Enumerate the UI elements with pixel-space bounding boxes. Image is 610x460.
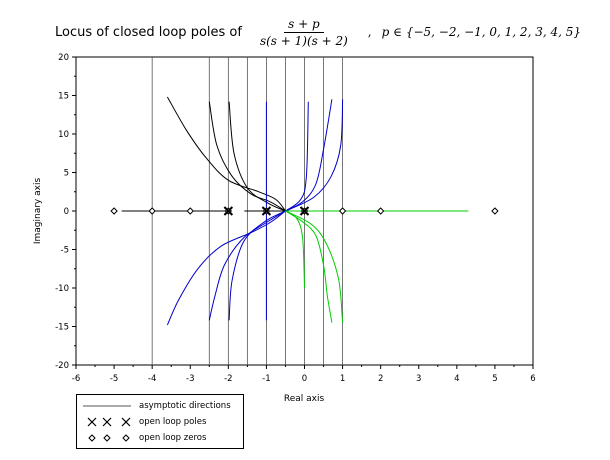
legend-label-asymptotes: asymptotic directions	[139, 401, 231, 411]
locus-branch-green	[285, 210, 333, 323]
x-tick-label: 3	[416, 374, 421, 384]
cross-marker-icon	[87, 417, 131, 427]
open-loop-zero-marker	[491, 207, 499, 215]
open-loop-zero-marker	[148, 207, 156, 215]
y-axis-label: Imaginary axis	[33, 178, 43, 245]
x-axis-ticks: -6 -5 -4 -3 -2 -1 0 1 2 3 4 5 6	[72, 365, 536, 384]
legend-label-zeros: open loop zeros	[139, 433, 207, 443]
poles-layer	[223, 206, 310, 216]
locus-branch-blue	[285, 99, 333, 212]
locus-branch-blue	[228, 210, 286, 321]
y-tick-label: 20	[58, 53, 69, 63]
x-tick-label: 4	[454, 374, 459, 384]
y-tick-label: 15	[58, 92, 69, 102]
x-tick-label: 6	[530, 374, 535, 384]
open-loop-zero-marker	[110, 207, 118, 215]
open-loop-pole-marker	[223, 206, 234, 216]
y-tick-label: 10	[58, 130, 69, 140]
legend-item-asymptotes: asymptotic directions	[77, 399, 231, 413]
diamond-marker-icon	[88, 434, 130, 442]
open-loop-pole-marker	[261, 206, 272, 216]
open-loop-pole-marker	[299, 206, 310, 216]
chart-title-text: Locus of closed loop poles of	[55, 24, 242, 40]
y-tick-label: -10	[55, 284, 69, 294]
x-tick-label: 1	[340, 374, 345, 384]
chart-title: Locus of closed loop poles of s + p s(s …	[55, 12, 581, 52]
x-tick-label: -1	[262, 374, 270, 384]
y-axis-ticks: -20 -15 -10 -5 0 5 10 15 20	[55, 53, 76, 371]
transfer-function-numerator: s + p	[284, 17, 324, 33]
legend-item-poles: open loop poles	[77, 415, 206, 429]
x-tick-label: -4	[148, 374, 156, 384]
parameter-set: p ∈ {−5, −2, −1, 0, 1, 2, 3, 4, 5}	[381, 25, 581, 39]
transfer-function-fraction: s + p s(s + 1)(s + 2)	[256, 17, 352, 48]
locus-branch-blue	[208, 210, 286, 321]
y-tick-label: 5	[64, 169, 69, 179]
locus-branch-black	[166, 96, 286, 212]
locus-branch-black	[208, 101, 286, 212]
transfer-function-denominator: s(s + 1)(s + 2)	[259, 33, 348, 48]
locus-branch-black	[228, 101, 286, 212]
x-tick-label: 5	[492, 374, 497, 384]
asymptote-line-icon	[83, 405, 131, 407]
legend-box: asymptotic directions open loop poles op…	[76, 394, 244, 449]
x-tick-label: 2	[378, 374, 383, 384]
locus-branch-green	[285, 210, 344, 323]
branches-layer	[121, 96, 469, 326]
y-tick-label: 0	[64, 207, 69, 217]
open-loop-zero-marker	[186, 207, 194, 215]
open-loop-zero-marker	[338, 207, 347, 215]
x-tick-label: -5	[110, 374, 118, 384]
open-loop-zero-marker	[376, 207, 385, 215]
x-tick-label: -2	[224, 374, 232, 384]
legend-item-zeros: open loop zeros	[77, 431, 206, 445]
legend-label-poles: open loop poles	[139, 417, 207, 427]
y-tick-label: -20	[55, 361, 69, 371]
chart-title-separator: ,	[367, 25, 372, 39]
x-tick-label: -6	[72, 374, 80, 384]
locus-branch-blue	[285, 101, 309, 212]
x-axis-label: Real axis	[284, 394, 325, 404]
locus-branch-green	[285, 210, 305, 289]
locus-branch-blue	[166, 210, 286, 326]
y-tick-label: -15	[55, 323, 69, 333]
x-tick-label: 0	[302, 374, 307, 384]
y-tick-label: -5	[61, 246, 69, 256]
x-tick-label: -3	[186, 374, 194, 384]
locus-branch-blue	[285, 99, 344, 212]
